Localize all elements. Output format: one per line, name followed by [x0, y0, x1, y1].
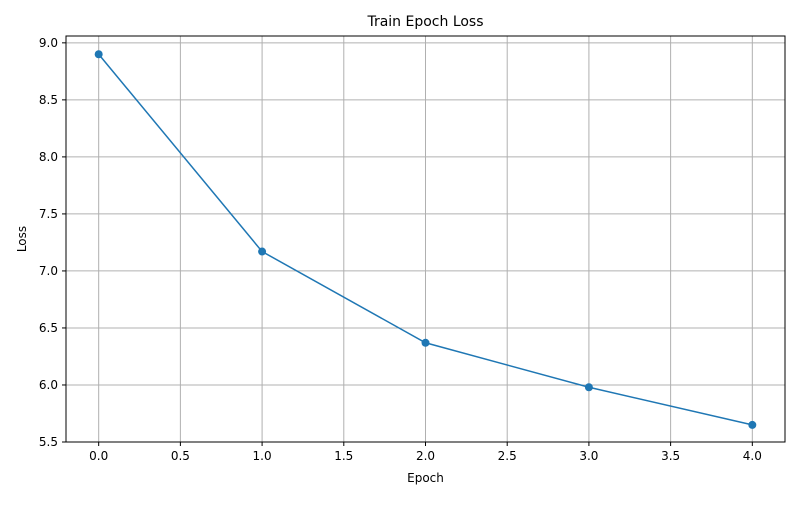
x-tick-label: 1.5: [334, 449, 353, 463]
series-layer: [94, 50, 757, 429]
data-point: [258, 247, 267, 256]
x-tick-label: 0.0: [89, 449, 108, 463]
grid-layer: [66, 36, 785, 443]
y-tick-label: 6.0: [39, 378, 58, 392]
y-tick-label: 7.5: [39, 207, 58, 221]
data-point: [584, 383, 593, 392]
tick-layer: 0.0 0.5 1.0 1.5 2.0 2.5 3.0 3.5 4.0 5.5 6.0 6.5 7.0 7…: [39, 36, 762, 463]
data-point: [94, 50, 103, 59]
data-point: [421, 338, 430, 347]
x-axis-label: Epoch: [407, 471, 444, 485]
x-tick-label: 0.5: [171, 449, 190, 463]
y-tick-label: 5.5: [39, 435, 58, 449]
x-tick-label: 2.0: [416, 449, 435, 463]
x-tick-label: 3.5: [661, 449, 680, 463]
y-tick-label: 8.0: [39, 150, 58, 164]
chart-title: Train Epoch Loss: [366, 14, 483, 30]
x-tick-label: 3.0: [579, 449, 598, 463]
data-point: [748, 420, 757, 429]
y-tick-label: 7.0: [39, 264, 58, 278]
y-axis-label: Loss: [15, 226, 29, 252]
x-tick-label: 1.0: [253, 449, 272, 463]
x-tick-label: 4.0: [743, 449, 762, 463]
y-tick-label: 9.0: [39, 36, 58, 50]
x-tick-label: 2.5: [498, 449, 517, 463]
y-tick-label: 6.5: [39, 321, 58, 335]
y-tick-label: 8.5: [39, 93, 58, 107]
